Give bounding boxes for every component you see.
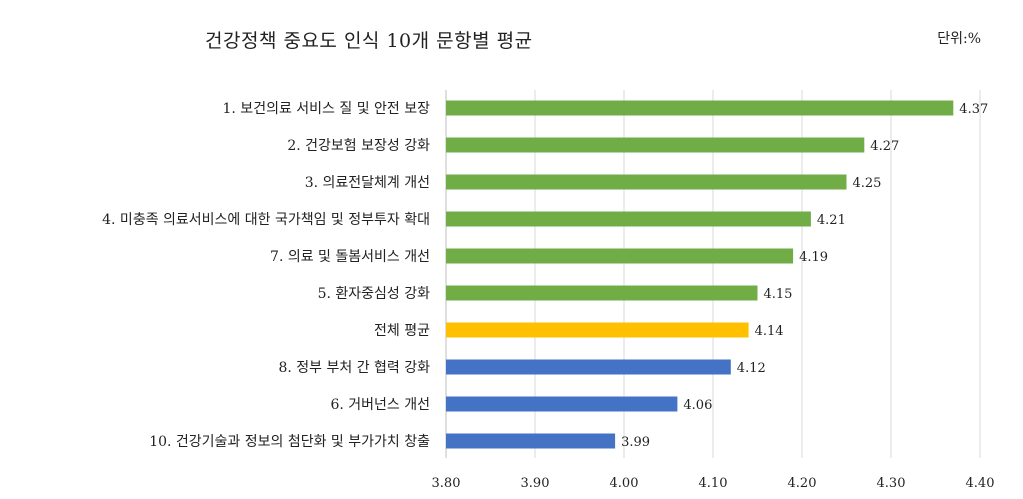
value-labels: 4.37 4.27 4.25 4.21 4.19 4.15 4.14 4.12 4.06 3.99 bbox=[621, 102, 988, 450]
value-label: 4.21 bbox=[817, 213, 846, 228]
category-label: 1. 보건의료 서비스 질 및 안전 보장 bbox=[223, 101, 431, 117]
value-label: 4.37 bbox=[959, 102, 988, 117]
category-label: 8. 정부 부처 간 협력 강화 bbox=[278, 360, 430, 376]
category-labels: 1. 보건의료 서비스 질 및 안전 보장 2. 건강보험 보장성 강화 3. 의료… bbox=[102, 101, 430, 450]
bar bbox=[446, 211, 811, 227]
x-tick-label: 3.90 bbox=[521, 476, 550, 491]
x-tick-label: 4.00 bbox=[610, 476, 639, 491]
bar bbox=[446, 322, 749, 338]
value-label: 4.25 bbox=[853, 176, 882, 191]
x-tick-label: 4.20 bbox=[788, 476, 817, 491]
x-tick-label: 3.80 bbox=[432, 476, 461, 491]
bar bbox=[446, 396, 678, 412]
x-tick-labels: 3.80 3.90 4.00 4.10 4.20 4.30 4.40 bbox=[432, 476, 995, 491]
bar bbox=[446, 100, 954, 116]
value-label: 4.06 bbox=[683, 398, 712, 413]
category-label: 5. 환자중심성 강화 bbox=[318, 286, 431, 302]
x-tick-label: 4.30 bbox=[877, 476, 906, 491]
category-label: 3. 의료전달체계 개선 bbox=[305, 175, 430, 191]
category-label: 전체 평균 bbox=[374, 323, 430, 339]
category-label: 10. 건강기술과 정보의 첨단화 및 부가가치 창출 bbox=[149, 434, 430, 450]
chart-title: 건강정책 중요도 인식 10개 문항별 평균 bbox=[205, 30, 533, 52]
unit-label: 단위:% bbox=[937, 31, 981, 47]
value-label: 4.19 bbox=[799, 250, 828, 265]
bar bbox=[446, 137, 865, 153]
bar bbox=[446, 359, 731, 375]
value-label: 4.14 bbox=[755, 324, 784, 339]
category-label: 2. 건강보험 보장성 강화 bbox=[287, 138, 430, 154]
value-label: 4.27 bbox=[870, 139, 899, 154]
x-tick-label: 4.10 bbox=[699, 476, 728, 491]
category-label: 7. 의료 및 돌봄서비스 개선 bbox=[270, 249, 430, 265]
value-label: 4.15 bbox=[764, 287, 793, 302]
bar bbox=[446, 174, 847, 190]
bar bbox=[446, 285, 758, 301]
x-tick-label: 4.40 bbox=[966, 476, 995, 491]
bar bbox=[446, 433, 616, 449]
value-label: 3.99 bbox=[621, 435, 650, 450]
value-label: 4.12 bbox=[737, 361, 766, 376]
category-label: 6. 거버넌스 개선 bbox=[330, 397, 430, 413]
bar bbox=[446, 248, 794, 264]
category-label: 4. 미충족 의료서비스에 대한 국가책임 및 정부투자 확대 bbox=[102, 212, 430, 228]
bars bbox=[446, 100, 954, 449]
